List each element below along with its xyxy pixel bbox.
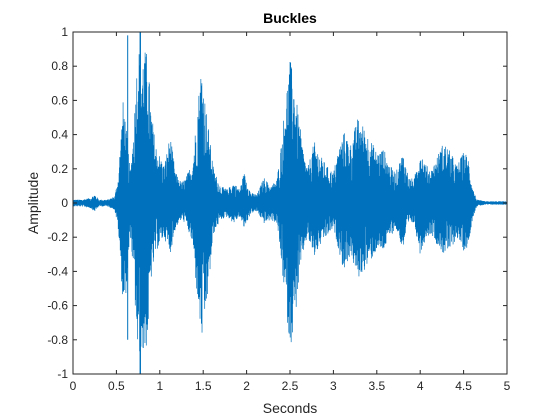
y-axis-title: Amplitude [25, 172, 41, 234]
y-tick-label: 0.8 [51, 59, 68, 73]
y-tick-labels: -1 -0.8 -0.6 -0.4 -0.2 0 0.2 0.4 0.6 0.8 1 [47, 25, 68, 381]
x-tick-label: 1 [156, 379, 163, 393]
tick-marks [72, 31, 508, 375]
y-tick-label: 1 [61, 25, 68, 39]
x-tick-label: 5 [504, 379, 511, 393]
x-tick-label: 2.5 [282, 379, 299, 393]
y-tick-label: -0.8 [47, 333, 68, 347]
x-tick-label: 1.5 [195, 379, 212, 393]
y-tick-label: -0.6 [47, 299, 68, 313]
x-axis-title: Seconds [263, 400, 317, 416]
waveform-series [72, 32, 508, 374]
y-tick-label: 0.2 [51, 162, 68, 176]
y-tick-label: 0.4 [51, 128, 68, 142]
x-tick-label: 0.5 [108, 379, 125, 393]
x-tick-label: 3.5 [368, 379, 385, 393]
y-tick-label: 0 [61, 196, 68, 210]
x-tick-label: 0 [70, 379, 77, 393]
x-tick-label: 4.5 [455, 379, 472, 393]
x-tick-label: 4 [417, 379, 424, 393]
y-tick-label: 0.6 [51, 93, 68, 107]
y-tick-label: -0.4 [47, 264, 68, 278]
y-tick-label: -0.2 [47, 230, 68, 244]
y-tick-label: -1 [57, 367, 68, 381]
x-tick-labels: 0 0.5 1 1.5 2 2.5 3 3.5 4 4.5 5 [70, 379, 511, 393]
chart-title: Buckles [263, 10, 317, 26]
waveform-line [72, 52, 508, 352]
x-tick-label: 2 [243, 379, 250, 393]
x-tick-label: 3 [330, 379, 337, 393]
